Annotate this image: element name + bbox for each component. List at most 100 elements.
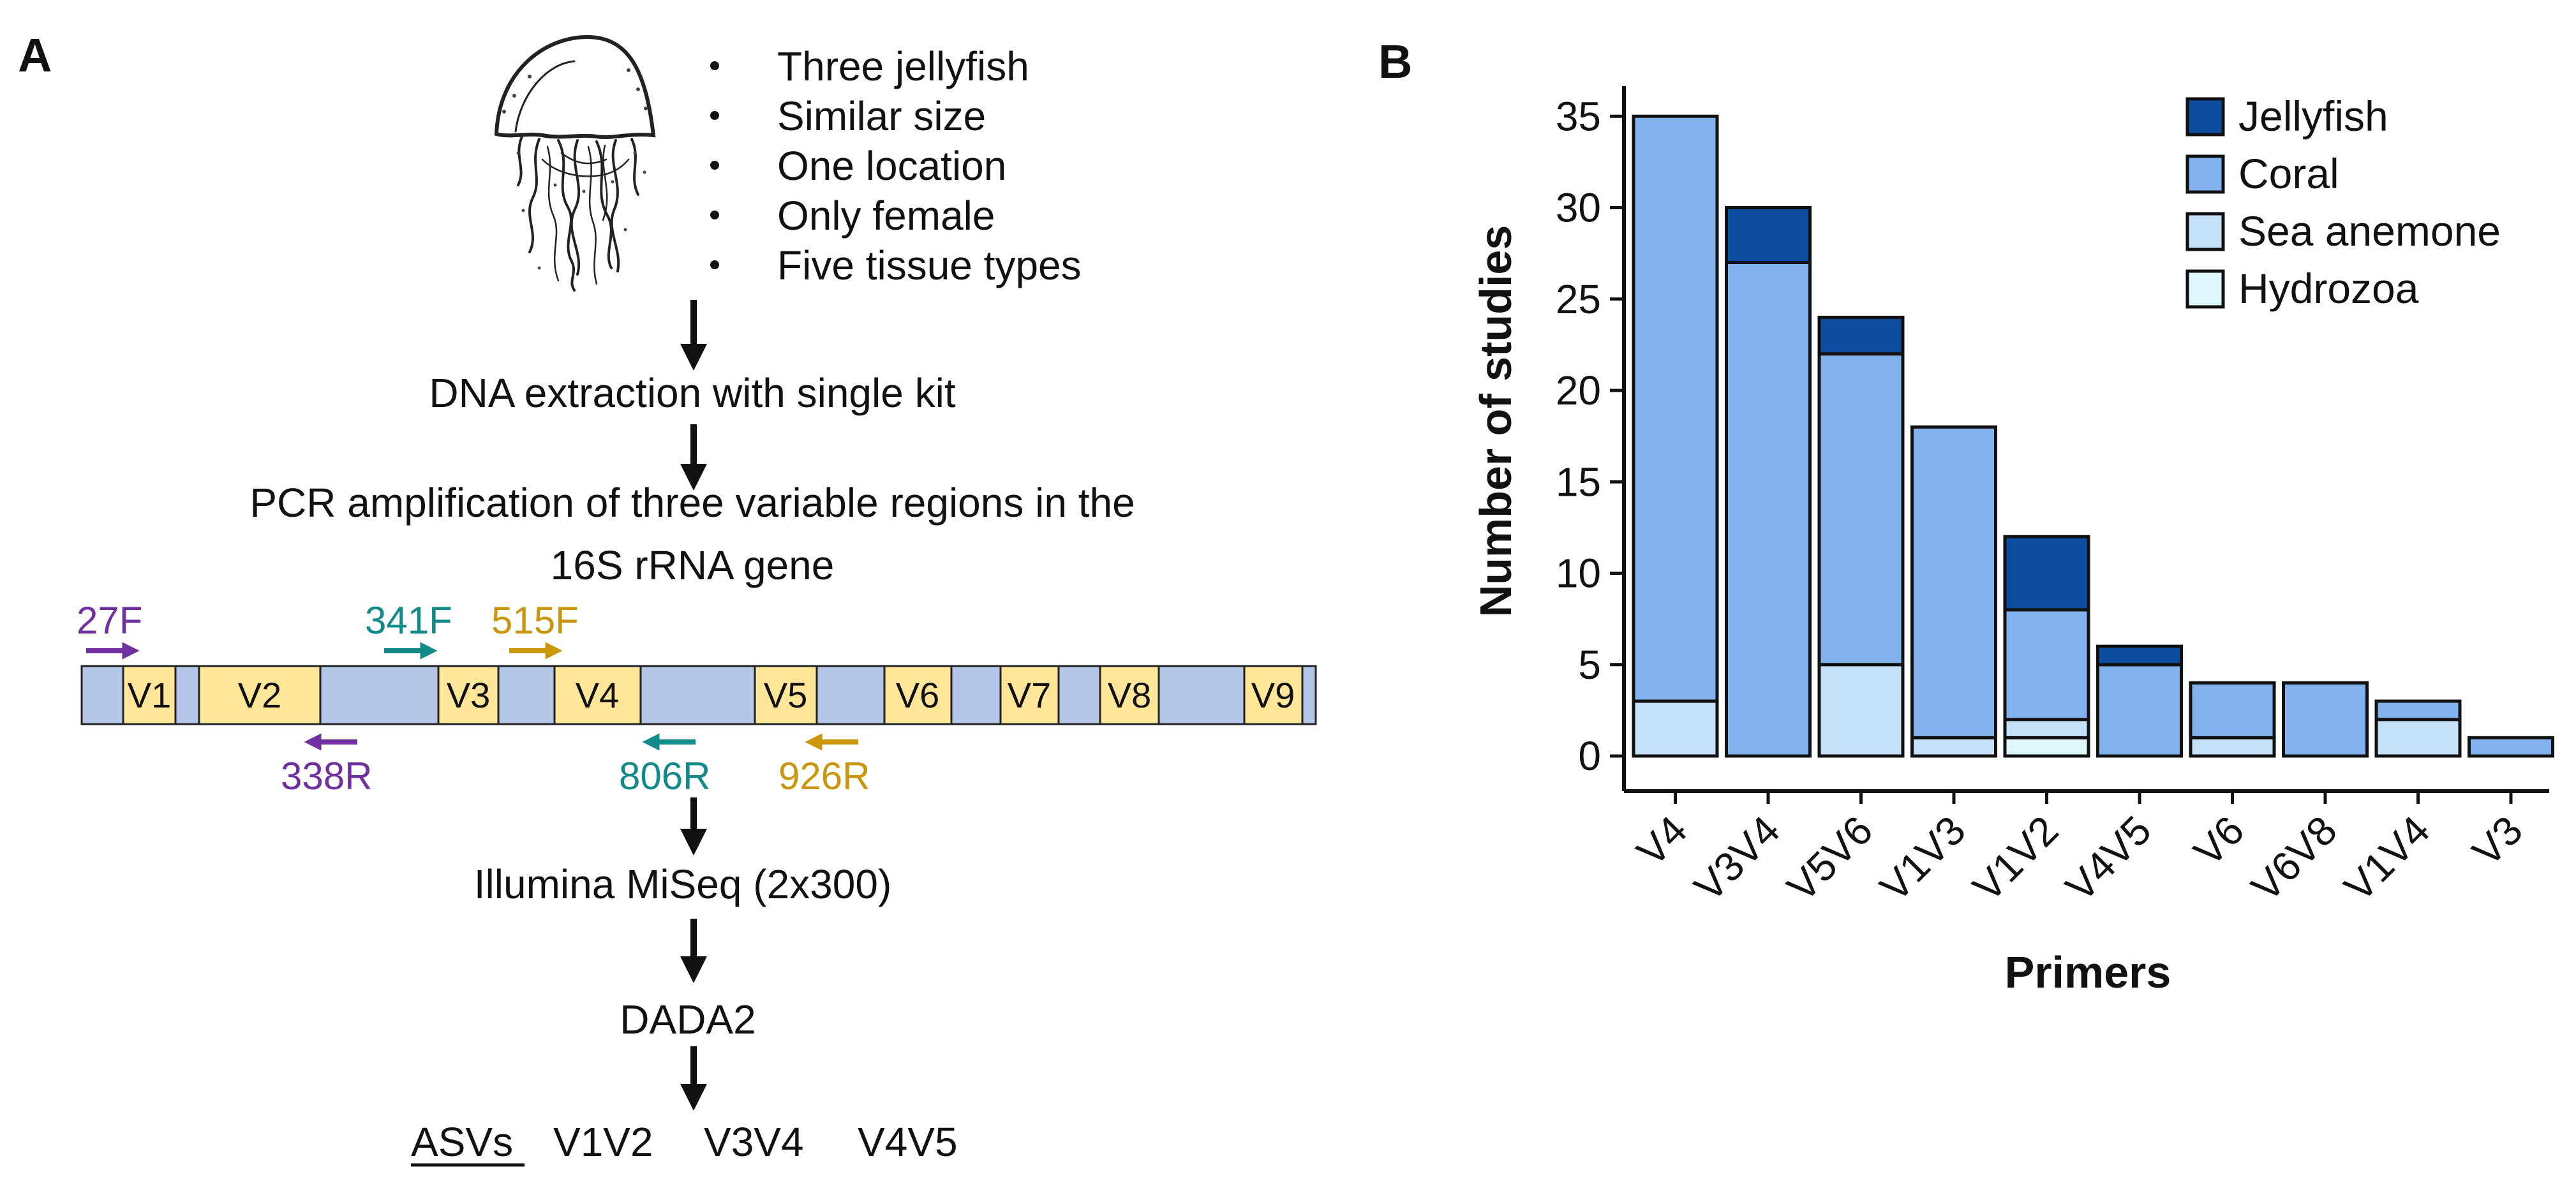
bar-segment-hydrozoa	[2003, 736, 2090, 758]
x-tick-label: V4V5	[2057, 807, 2160, 910]
bullet-item: Five tissue types	[777, 242, 1082, 288]
gene-region-v5	[754, 665, 818, 725]
step-dna-extraction: DNA extraction with single kit	[429, 370, 955, 416]
gene-region-v2-label: V2	[238, 675, 282, 715]
gene-region-v9-label: V9	[1251, 675, 1295, 715]
bar-segment-sea-anemone	[1910, 736, 1997, 758]
gene-region-v4-label: V4	[576, 675, 620, 715]
legend-label-sea-anemone: Sea anemone	[2238, 207, 2501, 255]
bar-segment-jellyfish	[1817, 315, 1905, 356]
step-pcr-line-2: 16S rRNA gene	[551, 542, 835, 588]
legend-label-jellyfish: Jellyfish	[2238, 93, 2388, 140]
primer-27f-label: 27F	[77, 599, 142, 642]
x-tick-label: V3	[2464, 807, 2531, 875]
primer-926r-label: 926R	[778, 755, 870, 797]
bullet-item: Only female	[777, 193, 995, 239]
x-tick-label: V1V3	[1871, 807, 1974, 910]
legend-swatch-sea-anemone	[2185, 212, 2225, 251]
gene-region-v8	[1099, 665, 1160, 725]
step-sequencing: Illumina MiSeq (2x300)	[474, 861, 892, 907]
panel-a: A Three jellyfish	[18, 29, 1317, 1167]
x-tick-label: V5V6	[1778, 807, 1882, 910]
y-tick-label: 5	[1578, 642, 1601, 688]
bar-segment-coral	[1632, 114, 1719, 703]
bar-segment-coral	[1817, 352, 1905, 667]
gene-region-v7	[999, 665, 1060, 725]
y-tick-label: 30	[1556, 185, 1601, 231]
legend-swatch-jellyfish	[2185, 97, 2225, 137]
asv-region-v4v5: V4V5	[858, 1119, 958, 1165]
bar-segment-jellyfish	[2003, 535, 2090, 612]
gene-region-v5-label: V5	[764, 675, 808, 715]
bar-segment-sea-anemone	[1632, 699, 1719, 758]
x-tick-label: V1V4	[2335, 807, 2439, 910]
jellyfish-stipple	[502, 68, 648, 270]
gene-region-v8-label: V8	[1108, 675, 1152, 715]
bullet-item: Similar size	[777, 93, 986, 139]
legend-swatch-hydrozoa	[2185, 269, 2225, 309]
bar-stacks	[1632, 114, 2554, 758]
legend-label-hydrozoa: Hydrozoa	[2238, 265, 2419, 312]
panel-a-letter: A	[18, 29, 52, 82]
gene-map-16s: V1 V2 V3 V4 V5 V6 V7 V8 V9	[80, 665, 1317, 725]
bar-segment-coral	[2468, 736, 2554, 758]
gene-region-v9	[1243, 665, 1304, 725]
y-tick-label: 0	[1578, 733, 1601, 779]
primer-338r-label: 338R	[281, 755, 372, 797]
x-tick-label: V6V8	[2242, 807, 2346, 910]
gene-region-v7-label: V7	[1008, 675, 1052, 715]
asv-region-v3v4: V3V4	[704, 1119, 804, 1165]
jellyfish-bullet-list: Three jellyfish Similar size One locatio…	[710, 43, 1082, 288]
x-tick-label: V3V4	[1685, 807, 1789, 910]
gene-region-v6	[883, 665, 953, 725]
bar-segment-coral	[1910, 425, 1997, 739]
x-axis-title: Primers	[2005, 947, 2171, 997]
primer-806r-label: 806R	[619, 755, 710, 797]
bar-segment-coral	[2189, 681, 2276, 739]
y-tick-label: 35	[1556, 93, 1601, 139]
step-pcr-line-1: PCR amplification of three variable regi…	[249, 480, 1135, 526]
x-tick-label: V1V2	[1964, 807, 2067, 910]
bullet-dot	[710, 161, 719, 170]
x-tick-label: V6	[2185, 807, 2252, 875]
y-axis-ticks: 0 5 10 15 20 25 30 35	[1556, 93, 1624, 779]
gene-region-v6-label: V6	[896, 675, 940, 715]
bullet-item: One location	[777, 143, 1006, 189]
bullet-dot	[710, 211, 719, 219]
asv-label: ASVs	[411, 1119, 513, 1165]
bullet-dot	[710, 260, 719, 269]
gene-region-v1	[122, 665, 177, 725]
chart-legend: Jellyfish Coral Sea anemone Hydrozoa	[2185, 93, 2501, 312]
bar-segment-coral	[2282, 681, 2369, 758]
bar-segment-coral	[2003, 608, 2090, 722]
bullet-dot	[710, 61, 719, 70]
bar-segment-jellyfish	[1725, 206, 1812, 264]
y-tick-label: 25	[1556, 276, 1601, 322]
y-tick-label: 15	[1556, 459, 1601, 505]
bullet-item: Three jellyfish	[777, 43, 1029, 89]
gene-region-v1-label: V1	[128, 675, 172, 715]
asv-region-v1v2: V1V2	[553, 1119, 653, 1165]
jellyfish-drawing	[494, 34, 656, 292]
gene-region-v3	[437, 665, 500, 725]
gene-region-v4	[553, 665, 642, 725]
y-tick-label: 10	[1556, 551, 1601, 597]
bar-segment-sea-anemone	[2003, 718, 2090, 739]
primer-341f-label: 341F	[365, 599, 452, 642]
bullet-dot	[710, 111, 719, 120]
bar-segment-sea-anemone	[1817, 663, 1905, 758]
panel-b-letter: B	[1378, 35, 1412, 88]
bar-segment-coral	[1725, 260, 1812, 758]
gene-region-v2	[198, 665, 322, 725]
legend-swatch-coral	[2185, 154, 2225, 194]
legend-label-coral: Coral	[2238, 150, 2339, 197]
bar-segment-coral	[2374, 699, 2462, 722]
y-tick-label: 20	[1556, 367, 1601, 413]
y-axis-title: Number of studies	[1471, 225, 1521, 618]
bar-segment-coral	[2096, 663, 2183, 758]
primer-515f-label: 515F	[491, 599, 579, 642]
bar-segment-sea-anemone	[2374, 718, 2462, 758]
